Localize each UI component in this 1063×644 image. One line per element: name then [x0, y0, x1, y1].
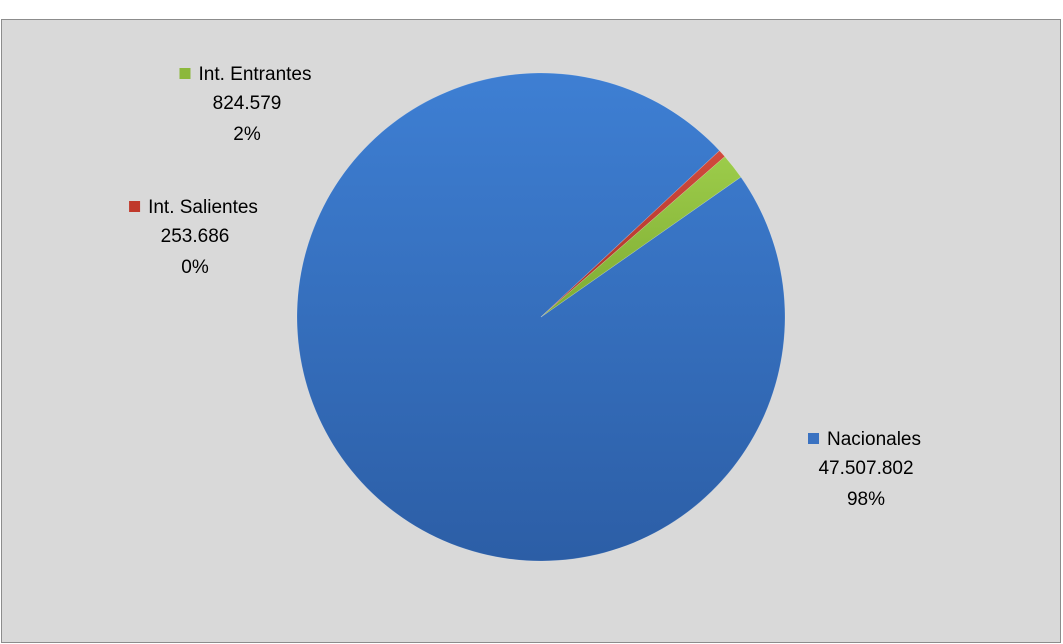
data-label-value: 47.507.802 — [818, 458, 913, 479]
data-label-group: Int. Salientes 253.686 0% — [129, 197, 258, 278]
data-label-percent: 0% — [181, 257, 209, 278]
data-label-value: 824.579 — [213, 93, 282, 114]
pie-slice-nacionales — [296, 72, 786, 562]
data-label-percent: 2% — [233, 124, 261, 145]
pie-slice-int-entrantes — [540, 156, 742, 318]
legend-key — [808, 433, 819, 444]
legend-key — [129, 201, 141, 212]
legend-key — [179, 68, 191, 79]
data-label-percent: 98% — [847, 489, 885, 510]
data-label-group: Int. Entrantes 824.579 2% — [179, 64, 312, 145]
data-label-name: Nacionales — [827, 429, 921, 450]
pie-slice-int-salientes — [540, 150, 726, 318]
data-label-name: Int. Salientes — [148, 197, 258, 218]
data-label-name: Int. Entrantes — [198, 64, 311, 85]
data-label-value: 253.686 — [161, 226, 230, 247]
data-label-group: Nacionales 47.507.802 98% — [808, 429, 921, 510]
